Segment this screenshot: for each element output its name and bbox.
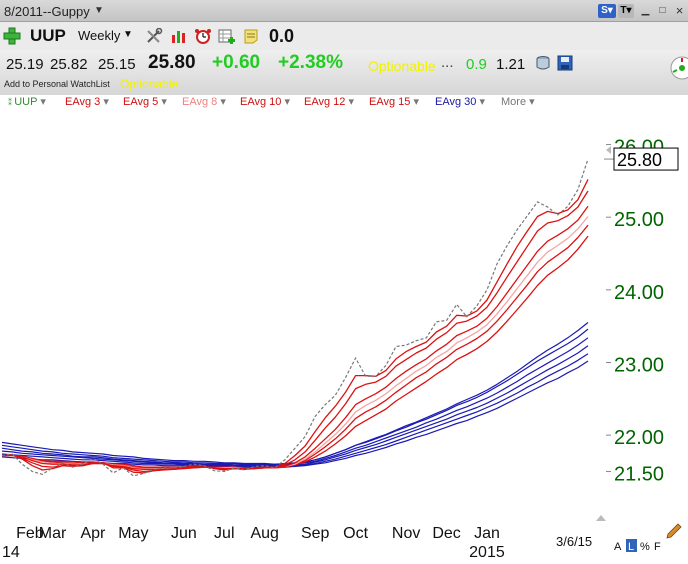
price-line [1,158,589,477]
quote-value: 1.21 [496,56,526,73]
legend-label: EAvg 10 [240,96,282,108]
y-tick-label: 24.00 [614,282,664,304]
minimize-icon[interactable]: ▁ [641,5,650,16]
x-tick-label: Jun [171,525,197,542]
database-icon[interactable] [535,55,551,71]
quote-bar: 25.19 25.82 25.15 25.80 +0.60 +2.38% Opt… [0,50,688,95]
quote-open: 25.19 [6,56,44,73]
legend-dropdown-icon[interactable]: ▾ [37,96,46,108]
title-dropdown-icon[interactable]: ▼ [94,5,104,16]
title-bar: 8/2011--Guppy ▼ S▾ T▾ ▁ □ × [0,0,688,22]
quote-high: 25.82 [50,56,88,73]
more-dots[interactable]: ... [441,54,454,71]
scroll-up-icon[interactable] [596,515,606,521]
legend-label: EAvg 15 [369,96,411,108]
last-date-label: 3/6/15 [556,534,592,549]
window-title: 8/2011--Guppy [4,4,90,19]
last-price-box [613,147,679,171]
x-tick-label: Feb [16,525,44,542]
price-chart[interactable]: 26.0025.0024.0023.0022.0021.5025.80Feb14… [0,110,688,564]
last-price-label: 25.80 [617,150,662,170]
watchlist-optionable: Optionable [120,77,179,91]
period-dropdown-icon[interactable]: ▼ [123,29,133,40]
x-tick-label: Jul [214,525,234,542]
add-to-watchlist-link[interactable]: Add to Personal WatchList [4,79,110,89]
y-tick-label: 22.00 [614,427,664,449]
x-tick-label: Apr [80,525,106,542]
draw-pencil-icon[interactable] [666,523,682,539]
t-menu-icon[interactable]: T▾ [618,4,634,18]
x-tick-label: Nov [392,525,420,542]
scroll-left-icon[interactable] [606,146,611,154]
legend-dropdown-icon[interactable]: ▾ [345,96,354,108]
x-tick-label: Jan [474,525,500,542]
x-tick-label: Dec [432,525,460,542]
scale-toggle-pct[interactable]: % [640,541,650,553]
s-menu-icon[interactable]: S▾ [598,4,616,18]
chart-style-icon[interactable] [170,28,188,44]
legend-dropdown-icon[interactable]: ▾ [410,96,419,108]
legend-label: EAvg 30 [435,96,477,108]
legend-dropdown-icon[interactable]: ▾ [526,96,535,108]
y-tick-label: 23.00 [614,354,664,376]
x-tick-sublabel: 14 [2,544,20,561]
scale-toggle-highlight [626,539,637,552]
scale-toggle-l[interactable]: L [628,541,634,553]
symbol-toolbar: UUP Weekly ▼ [0,22,688,50]
add-symbol-icon[interactable] [3,27,21,45]
x-tick-label: Mar [39,525,67,542]
notes-icon[interactable] [242,28,260,44]
legend-label: More [501,96,527,108]
legend-item-eavg-8[interactable]: EAvg 8 ▾ [182,95,226,108]
chart-settings-icon[interactable] [668,54,688,84]
legend-label: EAvg 12 [304,96,346,108]
legend-dropdown-icon[interactable]: ▾ [476,96,485,108]
x-tick-label: Aug [250,525,278,542]
ema-line-11 [1,353,589,467]
legend-item-eavg-15[interactable]: EAvg 15 ▾ [369,95,419,108]
y-tick-label: 21.50 [614,463,664,485]
x-tick-label: May [118,525,148,542]
symbol-input[interactable]: UUP [30,26,66,45]
legend-dropdown-icon[interactable]: ▾ [217,96,226,108]
symbol-marker-icon: ⁑ [8,98,15,107]
legend-item-eavg-3[interactable]: EAvg 3 ▾ [65,95,109,108]
legend-label: UUP [14,96,38,108]
legend-item-eavg-5[interactable]: EAvg 5 ▾ [123,95,167,108]
legend-item-eavg-30[interactable]: EAvg 30 ▾ [435,95,485,108]
quote-green-value: 0.9 [466,56,487,73]
add-study-icon[interactable] [218,28,236,44]
alarm-clock-icon[interactable] [194,28,212,44]
legend-dropdown-icon[interactable]: ▾ [100,96,109,108]
legend-item-more[interactable]: More ▾ [501,95,535,108]
quote-low: 25.15 [98,56,136,73]
legend-item-eavg-10[interactable]: EAvg 10 ▾ [240,95,290,108]
x-tick-label: Oct [343,525,368,542]
scale-toggle-a[interactable]: A [614,541,622,553]
legend-item-uup[interactable]: ⁑ UUP ▾ [8,95,46,108]
quote-change: +0.60 [212,52,261,73]
scale-toggle-f[interactable]: F [654,541,661,553]
tools-icon[interactable] [145,28,163,44]
save-icon[interactable] [557,55,573,71]
legend-dropdown-icon[interactable]: ▾ [158,96,167,108]
legend-item-eavg-12[interactable]: EAvg 12 ▾ [304,95,354,108]
x-tick-sublabel: 2015 [469,544,505,561]
close-icon[interactable]: × [675,3,684,18]
x-tick-label: Sep [301,525,330,542]
y-tick-label: 25.00 [614,209,664,231]
legend-dropdown-icon[interactable]: ▾ [281,96,290,108]
maximize-icon[interactable]: □ [659,5,666,16]
legend-label: EAvg 8 [182,96,218,108]
optionable-label: Optionable [368,58,436,74]
indicator-legend: ⁑ UUP ▾ EAvg 3 ▾ EAvg 5 ▾ EAvg 8 ▾ EAvg 10 ▾… [0,95,688,110]
quote-last: 25.80 [148,52,196,73]
legend-label: EAvg 5 [123,96,159,108]
toolbar-value: 0.0 [269,26,295,46]
period-select[interactable]: Weekly [78,28,121,43]
legend-label: EAvg 3 [65,96,101,108]
ema-line-2 [1,190,589,473]
quote-change-pct: +2.38% [278,52,343,73]
